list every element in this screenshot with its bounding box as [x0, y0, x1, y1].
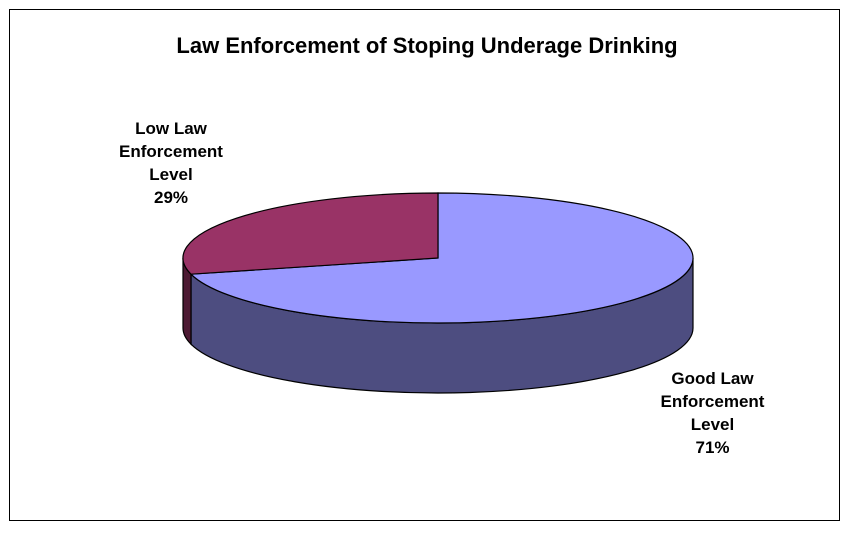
slice-label-good-line-3: Level	[690, 415, 735, 434]
chart-title: Law Enforcement of Stoping Underage Drin…	[176, 33, 678, 58]
slice-label-low-line-2: Enforcement	[119, 142, 223, 161]
slice-label-low-percent: 29%	[153, 188, 189, 207]
pie-slice-top-1	[182, 192, 439, 275]
slice-label-good-line-1: Good Law	[671, 369, 754, 388]
slice-label-low: Low Law Enforcement Level 29%	[86, 117, 256, 209]
slice-label-low-line-3: Level	[149, 165, 193, 184]
pie-slice-top-0	[189, 192, 694, 324]
slice-label-good-line-2: Enforcement	[660, 392, 765, 411]
slice-label-good: Good Law Enforcement Level 71%	[620, 367, 805, 459]
slice-label-low-line-1: Low Law	[135, 119, 207, 138]
slice-label-good-percent: 71%	[695, 438, 730, 457]
